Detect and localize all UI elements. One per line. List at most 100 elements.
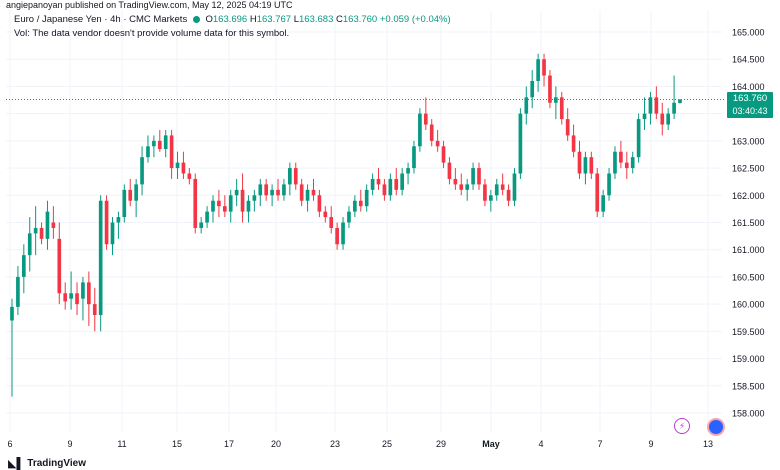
candle-body	[157, 140, 162, 150]
candle-body	[264, 184, 269, 196]
candle-body	[57, 238, 62, 294]
candle-body	[636, 119, 641, 158]
candle	[33, 206, 38, 256]
candle-body	[358, 200, 363, 207]
candle-body	[116, 217, 121, 223]
candle	[87, 271, 91, 326]
candle-body	[288, 168, 292, 185]
open-label: O	[205, 14, 213, 25]
candle-body	[678, 99, 682, 103]
candle-body	[471, 168, 475, 185]
candle-body	[199, 222, 204, 228]
candle-body	[240, 189, 245, 212]
avatar-icon[interactable]	[707, 418, 725, 436]
close-label: C	[336, 14, 343, 25]
symbol-name[interactable]: Euro / Japanese Yen · 4h · CMC Markets	[14, 14, 188, 25]
candle-body	[619, 151, 623, 163]
candle-body	[211, 200, 215, 212]
time-axis[interactable]: 6 9 11 15 17 20 23 25 29 May 4 7 9 13	[7, 439, 713, 449]
candle-body	[512, 173, 517, 201]
candle-body	[341, 222, 345, 245]
candle	[282, 178, 286, 201]
low-label: L	[293, 14, 300, 25]
lightning-icon[interactable]: ⚡	[674, 418, 690, 434]
candle-body	[347, 211, 351, 223]
candle	[423, 97, 428, 130]
candle	[542, 53, 546, 87]
time-tick-label: 9	[67, 439, 72, 449]
price-tick-label: 162.000	[732, 191, 765, 201]
candle	[264, 178, 269, 201]
candle-body	[388, 178, 393, 196]
candle	[353, 195, 357, 218]
candle-body	[648, 97, 653, 114]
candle	[140, 146, 144, 196]
candle	[45, 200, 50, 250]
price-tick-label: 163.000	[732, 136, 765, 146]
candle	[589, 151, 594, 179]
candle	[488, 189, 493, 212]
candle	[27, 217, 32, 272]
price-tick-label: 159.500	[732, 327, 765, 337]
candle	[51, 206, 56, 239]
candle-body	[39, 227, 44, 239]
candle-body	[453, 178, 458, 185]
candle	[536, 53, 540, 92]
candle	[217, 189, 221, 218]
candle-body	[282, 184, 286, 196]
candle	[21, 244, 26, 294]
candle	[146, 135, 150, 163]
price-tick-label: 160.000	[732, 300, 765, 310]
candle-body	[613, 151, 617, 174]
publish-info: angiepanoyan published on TradingView.co…	[6, 0, 293, 10]
candle-body	[276, 189, 280, 196]
price-tick-label: 160.500	[732, 272, 765, 282]
candlestick-series	[10, 53, 682, 397]
candle-body	[335, 227, 339, 245]
candle	[39, 222, 44, 245]
candle-body	[435, 140, 440, 147]
candle-body	[530, 80, 535, 98]
candle	[678, 99, 682, 104]
candle	[636, 113, 641, 163]
candle-body	[63, 293, 68, 302]
candle-body	[483, 184, 487, 201]
price-axis[interactable]: 165.000164.500164.000163.500163.000162.5…	[732, 28, 765, 419]
candle-body	[607, 173, 611, 196]
time-tick-label: 11	[117, 439, 126, 449]
time-tick-label: 6	[7, 439, 12, 449]
candle	[607, 168, 611, 201]
candle	[400, 168, 404, 196]
candle	[81, 276, 85, 321]
candle	[122, 184, 127, 223]
candle-body	[642, 113, 647, 120]
candle-body	[293, 168, 298, 185]
candle-body	[33, 227, 38, 234]
candle	[376, 168, 381, 190]
time-tick-label: 20	[271, 439, 281, 449]
candle	[205, 206, 209, 228]
tradingview-logo[interactable]: ◣▌ TradingView	[8, 457, 86, 470]
candle-body	[75, 293, 79, 305]
last-price-value: 163.760	[732, 93, 768, 104]
candle-body	[134, 184, 138, 201]
candle-body	[181, 162, 186, 174]
candle-body	[459, 184, 464, 190]
candle	[104, 195, 109, 250]
candle	[630, 151, 635, 174]
candle-body	[27, 233, 32, 256]
candle	[317, 189, 322, 218]
candle	[163, 129, 168, 158]
high-label: H	[249, 14, 257, 25]
symbol-legend: Euro / Japanese Yen · 4h · CMC Markets O…	[14, 14, 451, 25]
candle-body	[92, 304, 97, 316]
candle-body	[376, 178, 381, 185]
candle	[601, 189, 605, 218]
candle-body	[465, 184, 470, 190]
candle	[512, 168, 517, 207]
candle	[193, 173, 198, 234]
candle	[222, 195, 227, 218]
price-tick-label: 161.000	[732, 245, 765, 255]
candle	[152, 135, 156, 158]
